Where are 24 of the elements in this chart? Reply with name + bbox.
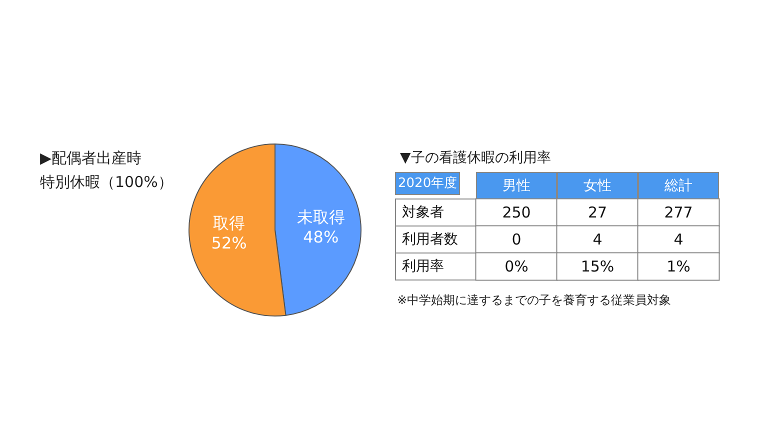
chart-title: ▼子の看護休暇の利用率 — [400, 150, 551, 166]
data-label: 277 — [664, 204, 693, 222]
data-label: 250 — [502, 204, 531, 222]
data-label: 0 — [512, 230, 522, 248]
y-tick-label: 対象者 — [402, 204, 444, 220]
text: ※中学始期に達するまでの子を養育する従業員対象 — [397, 293, 672, 307]
y-tick-label: 利用者数 — [402, 232, 458, 248]
data-label: 1% — [666, 258, 690, 276]
x-tick-label: 女性 — [584, 178, 612, 194]
slice-label: 取得 — [213, 213, 246, 232]
data-label: 52% — [211, 233, 247, 252]
data-label: 4 — [592, 230, 602, 248]
slice-label: 未取得 — [296, 208, 345, 227]
data-label: 0% — [504, 258, 528, 276]
data-label: 27 — [588, 204, 608, 222]
chart-title: ▶配偶者出産時 — [40, 149, 142, 167]
data-label: 4 — [674, 230, 684, 248]
text: 2020年度 — [398, 175, 458, 191]
text: 特別休暇（100%） — [40, 173, 173, 191]
data-label: 48% — [303, 228, 339, 247]
y-tick-label: 利用率 — [402, 258, 444, 274]
x-tick-label: 男性 — [502, 178, 530, 194]
x-tick-label: 総計 — [664, 178, 692, 194]
data-label: 15% — [580, 258, 614, 276]
